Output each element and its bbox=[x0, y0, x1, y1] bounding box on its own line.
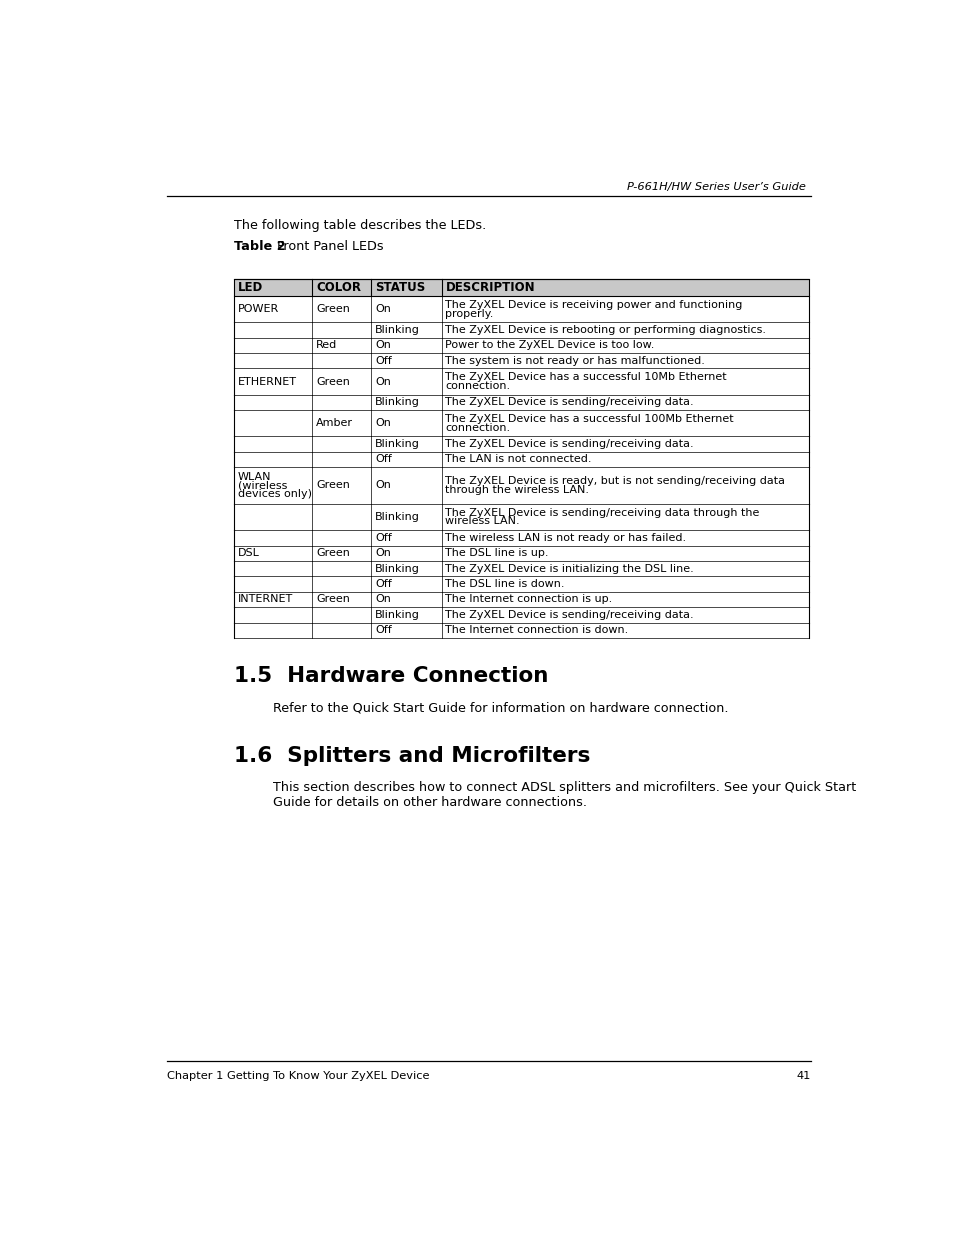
Bar bbox=[233, 467, 808, 504]
Text: Off: Off bbox=[375, 532, 392, 543]
Text: ETHERNET: ETHERNET bbox=[237, 377, 296, 387]
Text: Blinking: Blinking bbox=[375, 563, 419, 573]
Bar bbox=[233, 546, 808, 561]
Text: The ZyXEL Device is rebooting or performing diagnostics.: The ZyXEL Device is rebooting or perform… bbox=[445, 325, 765, 335]
Text: Power to the ZyXEL Device is too low.: Power to the ZyXEL Device is too low. bbox=[445, 341, 654, 351]
Text: This section describes how to connect ADSL splitters and microfilters. See your : This section describes how to connect AD… bbox=[273, 782, 855, 809]
Text: The LAN is not connected.: The LAN is not connected. bbox=[445, 454, 591, 464]
Text: The ZyXEL Device is initializing the DSL line.: The ZyXEL Device is initializing the DSL… bbox=[445, 563, 694, 573]
Text: The ZyXEL Device is ready, but is not sending/receiving data: The ZyXEL Device is ready, but is not se… bbox=[445, 475, 784, 487]
Text: DESCRIPTION: DESCRIPTION bbox=[445, 282, 535, 294]
Bar bbox=[233, 436, 808, 452]
Bar bbox=[233, 577, 808, 592]
Bar bbox=[233, 353, 808, 368]
Text: Green: Green bbox=[315, 304, 350, 314]
Text: The wireless LAN is not ready or has failed.: The wireless LAN is not ready or has fai… bbox=[445, 532, 686, 543]
Text: 41: 41 bbox=[796, 1071, 810, 1081]
Text: connection.: connection. bbox=[445, 380, 510, 391]
Text: On: On bbox=[375, 341, 391, 351]
Text: Chapter 1 Getting To Know Your ZyXEL Device: Chapter 1 Getting To Know Your ZyXEL Dev… bbox=[167, 1071, 430, 1081]
Text: Blinking: Blinking bbox=[375, 438, 419, 448]
Bar bbox=[233, 452, 808, 467]
Bar bbox=[233, 561, 808, 577]
Bar bbox=[233, 296, 808, 322]
Text: Green: Green bbox=[315, 480, 350, 490]
Text: The DSL line is up.: The DSL line is up. bbox=[445, 548, 548, 558]
Text: Blinking: Blinking bbox=[375, 610, 419, 620]
Text: Off: Off bbox=[375, 579, 392, 589]
Text: 1.6  Splitters and Microfilters: 1.6 Splitters and Microfilters bbox=[233, 746, 590, 766]
Text: Table 2: Table 2 bbox=[233, 241, 285, 253]
Text: On: On bbox=[375, 377, 391, 387]
Text: The ZyXEL Device is sending/receiving data.: The ZyXEL Device is sending/receiving da… bbox=[445, 610, 694, 620]
Text: P-661H/HW Series User’s Guide: P-661H/HW Series User’s Guide bbox=[626, 182, 805, 191]
Text: The ZyXEL Device is sending/receiving data.: The ZyXEL Device is sending/receiving da… bbox=[445, 438, 694, 448]
Text: through the wireless LAN.: through the wireless LAN. bbox=[445, 485, 589, 495]
Text: The Internet connection is down.: The Internet connection is down. bbox=[445, 625, 628, 635]
Text: POWER: POWER bbox=[237, 304, 279, 314]
Text: On: On bbox=[375, 419, 391, 429]
Text: Green: Green bbox=[315, 377, 350, 387]
Text: On: On bbox=[375, 480, 391, 490]
Text: WLAN: WLAN bbox=[237, 472, 271, 482]
Text: The ZyXEL Device has a successful 10Mb Ethernet: The ZyXEL Device has a successful 10Mb E… bbox=[445, 372, 726, 382]
Text: Blinking: Blinking bbox=[375, 513, 419, 522]
Text: (wireless: (wireless bbox=[237, 480, 287, 490]
Text: On: On bbox=[375, 304, 391, 314]
Bar bbox=[233, 504, 808, 530]
Text: The DSL line is down.: The DSL line is down. bbox=[445, 579, 564, 589]
Bar bbox=[233, 410, 808, 436]
Text: STATUS: STATUS bbox=[375, 282, 425, 294]
Bar bbox=[233, 622, 808, 638]
Bar bbox=[233, 368, 808, 395]
Text: Green: Green bbox=[315, 548, 350, 558]
Text: The Internet connection is up.: The Internet connection is up. bbox=[445, 594, 612, 604]
Text: devices only): devices only) bbox=[237, 489, 312, 499]
Text: 1.5  Hardware Connection: 1.5 Hardware Connection bbox=[233, 666, 548, 685]
Text: The ZyXEL Device is sending/receiving data through the: The ZyXEL Device is sending/receiving da… bbox=[445, 508, 759, 517]
Bar bbox=[233, 322, 808, 337]
Text: wireless LAN.: wireless LAN. bbox=[445, 516, 519, 526]
Text: Green: Green bbox=[315, 594, 350, 604]
Bar bbox=[233, 530, 808, 546]
Text: LED: LED bbox=[237, 282, 263, 294]
Text: Off: Off bbox=[375, 454, 392, 464]
Bar bbox=[233, 395, 808, 410]
Text: INTERNET: INTERNET bbox=[237, 594, 293, 604]
Text: DSL: DSL bbox=[237, 548, 259, 558]
Text: Red: Red bbox=[315, 341, 337, 351]
Bar bbox=[233, 608, 808, 622]
Text: Off: Off bbox=[375, 625, 392, 635]
Text: The ZyXEL Device is receiving power and functioning: The ZyXEL Device is receiving power and … bbox=[445, 300, 742, 310]
Text: connection.: connection. bbox=[445, 422, 510, 432]
Text: The following table describes the LEDs.: The following table describes the LEDs. bbox=[233, 219, 486, 232]
Bar bbox=[233, 337, 808, 353]
Text: Front Panel LEDs: Front Panel LEDs bbox=[269, 241, 383, 253]
Text: Amber: Amber bbox=[315, 419, 353, 429]
Text: properly.: properly. bbox=[445, 309, 494, 319]
Text: Blinking: Blinking bbox=[375, 398, 419, 408]
Text: On: On bbox=[375, 594, 391, 604]
Text: Blinking: Blinking bbox=[375, 325, 419, 335]
Text: The ZyXEL Device is sending/receiving data.: The ZyXEL Device is sending/receiving da… bbox=[445, 398, 694, 408]
Bar bbox=[233, 279, 808, 296]
Text: Off: Off bbox=[375, 356, 392, 366]
Text: The system is not ready or has malfunctioned.: The system is not ready or has malfuncti… bbox=[445, 356, 704, 366]
Text: COLOR: COLOR bbox=[315, 282, 360, 294]
Text: The ZyXEL Device has a successful 100Mb Ethernet: The ZyXEL Device has a successful 100Mb … bbox=[445, 414, 733, 424]
Bar bbox=[233, 592, 808, 608]
Text: Refer to the Quick Start Guide for information on hardware connection.: Refer to the Quick Start Guide for infor… bbox=[273, 701, 727, 714]
Text: On: On bbox=[375, 548, 391, 558]
